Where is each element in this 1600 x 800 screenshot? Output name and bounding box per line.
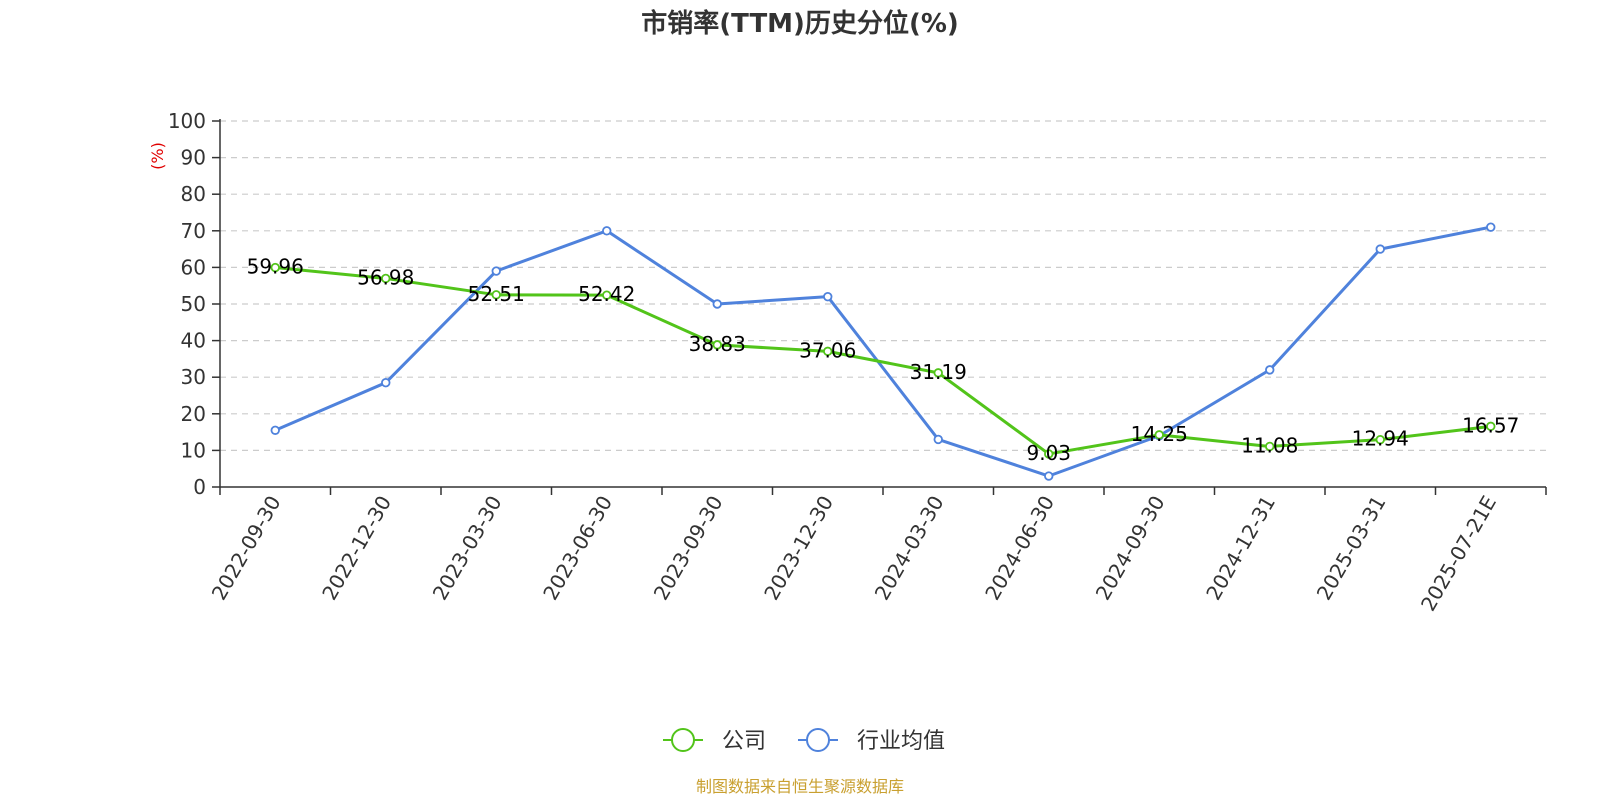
series-0-point-8 [1154, 430, 1164, 440]
y-tick-label-80: 80 [181, 182, 206, 206]
y-tick-label-40: 40 [181, 329, 206, 353]
data-label-6: 31.19 [910, 360, 967, 384]
y-tick-label-10: 10 [181, 438, 206, 462]
x-tick-label-7: 2024-06-30 [980, 492, 1059, 605]
y-tick-label-0: 0 [193, 475, 206, 499]
series-0-point-3 [602, 290, 612, 300]
legend-label-1: 行业均值 [857, 729, 945, 754]
series-1-point-2 [491, 266, 501, 276]
x-tick-label-4: 2023-09-30 [649, 492, 728, 605]
x-tick-label-5: 2023-12-30 [759, 492, 838, 605]
data-label-3: 52.42 [578, 282, 635, 306]
x-tick-label-8: 2024-09-30 [1091, 492, 1170, 605]
y-axis-unit: (%) [148, 142, 167, 170]
data-label-11: 16.57 [1462, 413, 1519, 437]
y-tick-label-90: 90 [181, 146, 206, 170]
legend-label-0: 公司 [722, 729, 766, 754]
x-tick-label-9: 2024-12-31 [1201, 492, 1280, 605]
y-tick-label-30: 30 [181, 365, 206, 389]
data-label-10: 12.94 [1352, 427, 1409, 451]
data-source: 制图数据来自恒生聚源数据库 [696, 777, 904, 796]
axes: 0 10 20 30 40 50 60 70 80 90 100 2022-09-30 2022-12-… [168, 109, 1547, 616]
series-0-point-5 [823, 346, 833, 357]
x-tick-label-0: 2022-09-30 [207, 492, 286, 605]
x-tick-label-3: 2023-06-30 [538, 492, 617, 605]
legend-item-1[interactable]: 行业均值 [798, 728, 945, 754]
data-label-0: 59.96 [247, 255, 304, 279]
x-tick-label-2: 2023-03-30 [428, 492, 507, 605]
grid [220, 120, 1546, 451]
legend-item-0[interactable]: 公司 [663, 728, 766, 754]
series-0-point-10 [1375, 434, 1385, 445]
series-line-0 [275, 266, 1491, 456]
x-tick-label-1: 2022-12-30 [317, 492, 396, 605]
data-label-2: 52.51 [468, 282, 525, 306]
data-label-1: 56.98 [357, 265, 414, 289]
series-0-point-2 [491, 290, 501, 300]
y-tick-label-50: 50 [181, 292, 206, 316]
series-1-point-0 [270, 425, 280, 435]
series-1-point-4 [712, 299, 722, 309]
x-tick-label-10: 2025-03-31 [1312, 492, 1391, 605]
legend-marker-0 [671, 728, 695, 752]
y-tick-label-60: 60 [181, 255, 206, 279]
legend-marker-1 [806, 728, 830, 752]
data-label-8: 14.25 [1131, 422, 1188, 446]
data-label-9: 11.08 [1241, 433, 1298, 457]
x-tick-label-6: 2024-03-30 [870, 492, 949, 605]
series-0-point-9 [1265, 441, 1275, 452]
x-tick-label-11: 2025-07-21E [1416, 492, 1501, 616]
series-0-point-0 [270, 262, 280, 273]
data-label-7: 9.03 [1026, 441, 1071, 465]
series-1-point-3 [602, 226, 612, 236]
series-1-point-5 [823, 291, 833, 302]
legend[interactable]: 公司 行业均值 [663, 728, 945, 754]
series-0-point-7 [1044, 449, 1054, 459]
series-0-point-6 [933, 368, 943, 378]
series-0-point-4 [712, 340, 722, 350]
series-1-point-11 [1486, 222, 1496, 232]
data-label-5: 37.06 [799, 338, 856, 362]
y-tick-label-100: 100 [168, 109, 206, 133]
chart-title: 市销率(TTM)历史分位(%) [641, 8, 959, 39]
data-label-4: 38.83 [689, 332, 746, 356]
series-1-point-10 [1375, 244, 1385, 254]
series-line-1 [274, 225, 1492, 478]
series-0-point-11 [1486, 421, 1496, 432]
series-1-point-7 [1044, 471, 1054, 481]
series-0-point-1 [381, 273, 391, 284]
y-tick-label-70: 70 [181, 219, 206, 243]
series-1-point-6 [933, 434, 943, 445]
series [270, 222, 1496, 481]
series-1-point-1 [381, 377, 391, 388]
data-labels: 59.96 56.98 52.51 52.42 38.83 37.06 31.19 9.03 1… [247, 255, 1520, 465]
series-1-point-9 [1265, 365, 1275, 375]
y-tick-label-20: 20 [181, 402, 206, 426]
